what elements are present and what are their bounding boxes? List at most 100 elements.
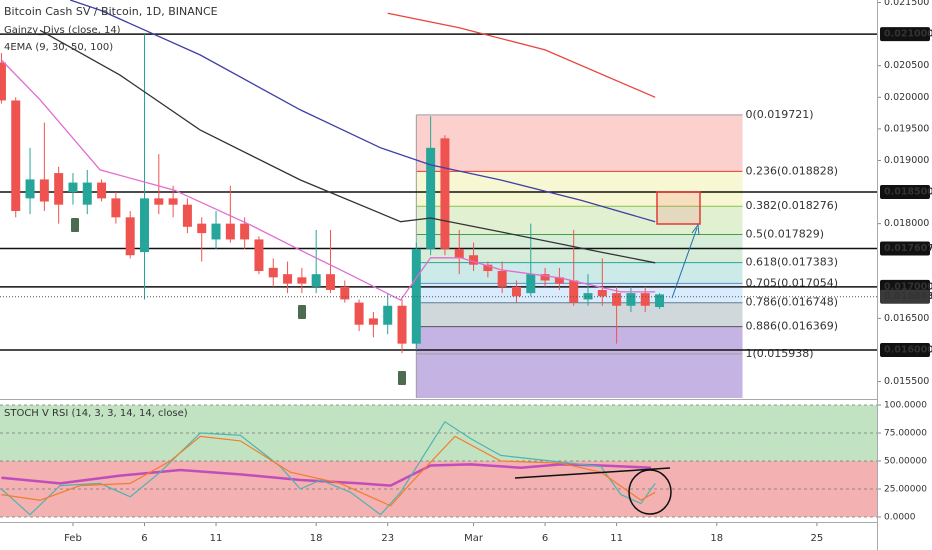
candle-body bbox=[597, 289, 607, 297]
candle-body bbox=[97, 182, 107, 199]
oscillator-title: STOCH V RSI (14, 3, 3, 14, 14, close) bbox=[4, 408, 188, 419]
y-tick-label: 0.0000 bbox=[884, 512, 916, 522]
trend-line bbox=[514, 467, 671, 479]
candle-body bbox=[526, 274, 536, 294]
price-line-label-box bbox=[880, 27, 930, 42]
candle-body bbox=[626, 293, 636, 306]
fib-band bbox=[416, 262, 743, 284]
y-tick-label: 0.018000 bbox=[884, 218, 929, 229]
candle-body bbox=[182, 204, 192, 227]
candle-body bbox=[469, 255, 479, 265]
x-tick-label: 11 bbox=[210, 533, 223, 544]
indicator-label: 4EMA (9, 30, 50, 100) bbox=[4, 42, 113, 53]
candle-body bbox=[612, 293, 622, 306]
fib-label: 0.886(0.016369) bbox=[746, 320, 839, 333]
price-line-label-box bbox=[880, 185, 930, 200]
price-line-label: 0.017607 bbox=[884, 243, 932, 254]
y-tick-label: 0.020500 bbox=[884, 60, 929, 71]
candle-body bbox=[325, 274, 335, 290]
candle-body bbox=[354, 302, 364, 325]
candle-body bbox=[655, 294, 665, 308]
signal-icon bbox=[71, 218, 79, 232]
candle-body bbox=[383, 305, 393, 325]
candle-body bbox=[54, 173, 64, 205]
price-line-label: 0.018500 bbox=[884, 187, 932, 198]
candle-body bbox=[640, 293, 650, 306]
x-tick-label: 25 bbox=[811, 533, 824, 544]
candle-body bbox=[125, 217, 135, 256]
x-tick-label: 6 bbox=[542, 533, 548, 544]
candle-body bbox=[0, 62, 6, 101]
candle-body bbox=[39, 179, 49, 202]
fib-label: 1(0.015938) bbox=[746, 347, 814, 360]
candle-body bbox=[139, 198, 149, 253]
fib-label: 0.5(0.017829) bbox=[746, 227, 825, 240]
y-tick-label: 0.016500 bbox=[884, 313, 929, 324]
oscillator-line bbox=[1, 435, 656, 507]
candle-body bbox=[111, 198, 121, 218]
candle-body bbox=[197, 223, 207, 234]
candle-body bbox=[440, 138, 450, 249]
x-tick-label: 18 bbox=[710, 533, 723, 544]
fib-label: 0.618(0.017383) bbox=[746, 256, 839, 269]
oscillator-line bbox=[1, 463, 652, 487]
candle-body bbox=[82, 182, 92, 205]
candle-body bbox=[426, 147, 436, 249]
arrow-head bbox=[691, 223, 700, 236]
candle-body bbox=[511, 286, 521, 297]
y-tick-label: 50.00000 bbox=[884, 457, 927, 467]
candle-body bbox=[397, 305, 407, 344]
fib-label: 0.786(0.016748) bbox=[746, 296, 839, 309]
ema-line bbox=[39, 29, 656, 264]
y-tick-label: 0.019500 bbox=[884, 123, 929, 134]
oscillator-line bbox=[0, 420, 656, 516]
fib-band bbox=[416, 302, 743, 327]
candle-body bbox=[225, 223, 235, 240]
x-tick-label: Mar bbox=[464, 533, 484, 544]
fib-band bbox=[416, 114, 743, 172]
price-line-label: 0.017000 bbox=[884, 281, 932, 292]
signal-icons bbox=[71, 218, 406, 385]
y-tick-label: 0.020000 bbox=[884, 92, 929, 103]
price-line-label-box bbox=[880, 342, 930, 357]
arrow-line bbox=[671, 227, 698, 299]
last-price-label: 0.016843 bbox=[884, 291, 932, 302]
target-box bbox=[656, 191, 701, 225]
y-tick-label: 25.00000 bbox=[884, 484, 927, 494]
chart-title: Bitcoin Cash SV / Bitcoin, 1D, BINANCE bbox=[4, 5, 218, 18]
signal-icon bbox=[298, 305, 306, 319]
candle-body bbox=[554, 277, 564, 284]
indicator-label: Gainzy_Divs (close, 14) bbox=[4, 25, 121, 36]
candle-body bbox=[368, 318, 378, 325]
candle-body bbox=[211, 223, 221, 240]
ema-line bbox=[387, 12, 656, 98]
candle-body bbox=[268, 267, 278, 278]
ema-line bbox=[0, 59, 656, 301]
y-tick-label: 75.00000 bbox=[884, 429, 927, 439]
ema-line bbox=[69, 0, 656, 223]
candle-body bbox=[283, 274, 293, 284]
last-price-label-box bbox=[880, 289, 930, 304]
candle-body bbox=[411, 248, 421, 344]
price-line-label: 0.021000 bbox=[884, 29, 932, 40]
fib-band bbox=[416, 206, 743, 235]
candle-body bbox=[340, 286, 350, 300]
candle-body bbox=[11, 100, 21, 212]
candle-body bbox=[68, 182, 78, 193]
candle-body bbox=[25, 179, 35, 199]
y-tick-label: 0.019000 bbox=[884, 155, 929, 166]
candle-body bbox=[569, 280, 579, 303]
candle-body bbox=[240, 223, 250, 240]
y-tick-label: 0.021500 bbox=[884, 0, 929, 8]
y-tick-label: 100.0000 bbox=[884, 401, 927, 411]
fib-band bbox=[416, 353, 743, 398]
price-line-label-box bbox=[880, 241, 930, 256]
circle-drawing bbox=[628, 469, 672, 515]
candle-body bbox=[454, 248, 464, 259]
candle-body bbox=[168, 198, 178, 205]
candle-body bbox=[297, 277, 307, 284]
x-tick-label: Feb bbox=[64, 533, 82, 544]
